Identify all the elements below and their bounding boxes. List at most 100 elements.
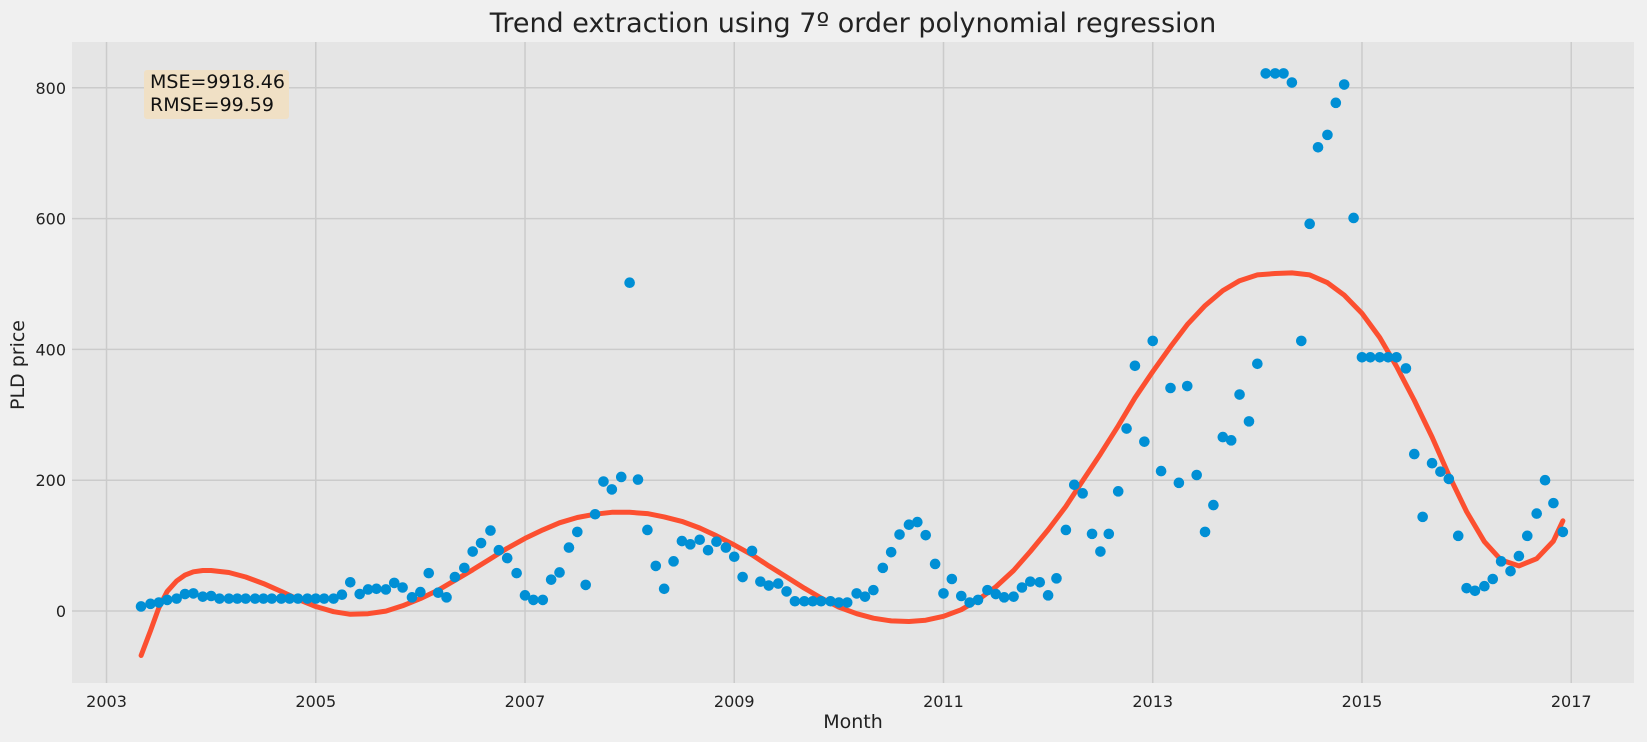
data-point — [650, 560, 662, 572]
data-point — [912, 516, 923, 528]
data-point — [1452, 530, 1464, 542]
data-point — [240, 593, 251, 604]
data-point — [1269, 68, 1281, 79]
data-point — [336, 589, 348, 600]
data-point — [475, 537, 487, 549]
data-point — [1139, 436, 1150, 447]
data-point — [214, 593, 225, 604]
data-point — [1495, 556, 1507, 567]
data-point — [711, 536, 722, 548]
data-point — [746, 545, 758, 557]
data-point — [1505, 565, 1516, 577]
data-point — [702, 544, 714, 556]
data-point — [772, 578, 784, 589]
data-point — [1173, 477, 1185, 489]
data-point — [894, 529, 905, 540]
data-point — [223, 593, 235, 604]
data-point — [371, 583, 382, 595]
data-point — [920, 529, 932, 541]
data-point — [145, 598, 156, 610]
ticks-layer: 2003 2005 2007 2009 2011 2013 2015 2017 0 200 400 6… — [35, 79, 1591, 711]
x-tick-label: 2007 — [505, 692, 546, 711]
data-point — [1374, 351, 1386, 363]
data-point — [825, 595, 836, 607]
data-point — [397, 582, 408, 593]
x-tick-label: 2009 — [714, 692, 755, 711]
mse-text: MSE=9918.46 — [150, 71, 285, 93]
data-point — [632, 474, 644, 485]
data-point — [841, 597, 853, 608]
data-point — [972, 594, 984, 606]
data-point — [737, 571, 748, 583]
data-point — [310, 593, 322, 604]
data-point — [642, 524, 653, 536]
data-point — [485, 525, 496, 536]
data-point — [990, 588, 1002, 600]
data-point — [1217, 431, 1229, 443]
data-point — [1531, 508, 1543, 519]
data-point — [1191, 469, 1202, 481]
data-point — [1461, 582, 1472, 594]
data-point — [1016, 582, 1028, 593]
data-point — [1312, 142, 1324, 153]
data-point — [537, 594, 549, 606]
data-point — [188, 588, 199, 599]
x-tick-label: 2017 — [1551, 692, 1592, 711]
data-point — [1338, 79, 1350, 90]
data-point — [598, 476, 609, 487]
data-point — [1296, 335, 1307, 347]
data-point — [205, 590, 217, 602]
data-point — [606, 484, 618, 495]
data-point — [1539, 474, 1551, 486]
data-point — [415, 586, 426, 598]
data-point — [955, 590, 967, 602]
data-point — [1400, 363, 1412, 374]
x-axis-label: Month — [823, 711, 883, 733]
data-point — [554, 567, 565, 578]
chart-title: Trend extraction using 7º order polynomi… — [489, 8, 1216, 39]
data-point — [292, 593, 304, 604]
data-point — [1322, 129, 1333, 141]
data-point — [885, 546, 897, 558]
data-point — [275, 593, 287, 604]
data-point — [318, 593, 330, 604]
x-tick-label: 2005 — [295, 692, 336, 711]
data-point — [1304, 218, 1315, 230]
data-point — [1435, 466, 1446, 478]
data-point — [179, 588, 191, 600]
data-point — [545, 574, 557, 585]
data-point — [1557, 526, 1569, 538]
data-point — [998, 592, 1010, 603]
data-point — [1426, 457, 1438, 469]
data-point — [1365, 351, 1376, 363]
x-tick-label: 2013 — [1132, 692, 1173, 711]
data-point — [938, 588, 949, 599]
y-tick-label: 200 — [35, 471, 66, 490]
data-point — [467, 546, 479, 557]
x-tick-label: 2011 — [923, 692, 964, 711]
data-point — [1199, 526, 1211, 538]
data-point — [929, 558, 941, 570]
data-point — [615, 471, 627, 483]
data-point — [668, 556, 679, 567]
data-point — [1165, 382, 1176, 394]
data-point — [946, 573, 958, 585]
points-layer — [135, 68, 1569, 612]
data-point — [1095, 546, 1106, 557]
data-point — [1181, 380, 1193, 392]
data-point — [519, 590, 531, 601]
data-point — [1225, 435, 1237, 446]
data-point — [624, 277, 635, 289]
data-point — [1382, 351, 1394, 363]
data-point — [1443, 473, 1455, 485]
data-point — [328, 593, 339, 604]
data-point — [1417, 511, 1428, 523]
data-point — [580, 579, 591, 591]
data-point — [833, 597, 845, 608]
data-point — [161, 594, 173, 606]
data-point — [501, 552, 513, 564]
data-point — [658, 583, 670, 595]
data-point — [781, 586, 792, 597]
data-point — [1077, 488, 1088, 499]
metrics-annotation: MSE=9918.46 RMSE=99.59 — [144, 70, 289, 119]
